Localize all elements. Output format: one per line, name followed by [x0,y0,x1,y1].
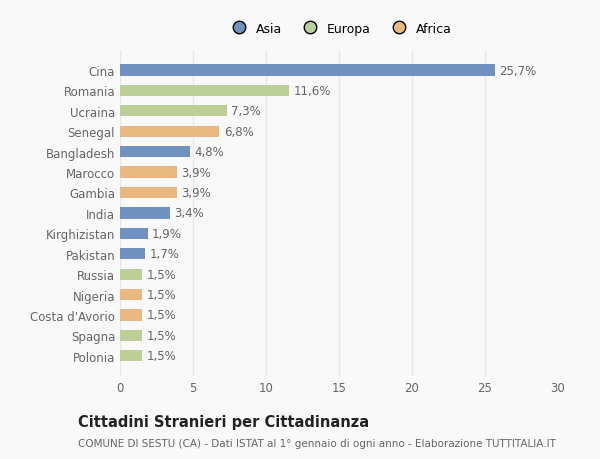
Text: 1,5%: 1,5% [146,288,176,302]
Text: 3,9%: 3,9% [181,166,211,179]
Text: Cittadini Stranieri per Cittadinanza: Cittadini Stranieri per Cittadinanza [78,414,369,429]
Text: 3,4%: 3,4% [174,207,204,220]
Bar [120,65,495,77]
Text: 11,6%: 11,6% [294,85,331,98]
Bar [120,86,289,97]
Text: COMUNE DI SESTU (CA) - Dati ISTAT al 1° gennaio di ogni anno - Elaborazione TUTT: COMUNE DI SESTU (CA) - Dati ISTAT al 1° … [78,438,556,448]
Text: 6,8%: 6,8% [224,125,253,139]
Bar [120,187,177,199]
Text: 25,7%: 25,7% [500,64,537,78]
Text: 1,7%: 1,7% [149,248,179,261]
Bar [120,208,170,219]
Text: 1,5%: 1,5% [146,329,176,342]
Bar [120,269,142,280]
Bar [120,228,148,240]
Bar [120,310,142,321]
Bar [120,350,142,362]
Legend: Asia, Europa, Africa: Asia, Europa, Africa [221,17,457,40]
Text: 3,9%: 3,9% [181,187,211,200]
Bar [120,126,219,138]
Bar [120,147,190,158]
Text: 1,5%: 1,5% [146,309,176,322]
Bar [120,106,227,117]
Bar [120,289,142,301]
Text: 1,5%: 1,5% [146,349,176,363]
Bar [120,167,177,178]
Text: 1,5%: 1,5% [146,268,176,281]
Text: 1,9%: 1,9% [152,227,182,240]
Bar [120,330,142,341]
Text: 7,3%: 7,3% [231,105,261,118]
Bar [120,249,145,260]
Text: 4,8%: 4,8% [194,146,224,159]
